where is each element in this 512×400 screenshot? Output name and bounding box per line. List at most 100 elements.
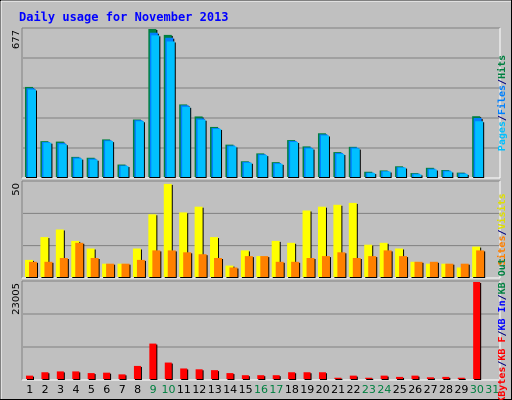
bar-pages-day-28 <box>444 171 453 177</box>
bar-sites-day-30 <box>476 250 485 277</box>
x-tick-day-15: 15 <box>239 383 253 396</box>
bar-sites-day-12 <box>198 254 207 277</box>
panel-1-legend: Sites/Visits <box>496 193 508 265</box>
x-tick-day-2: 2 <box>42 383 49 396</box>
x-tick-day-29: 29 <box>454 383 468 396</box>
x-tick-day-14: 14 <box>223 383 237 396</box>
bar-visits-day-20 <box>317 206 326 277</box>
legend-item: / <box>497 229 508 235</box>
bar-kbf-day-4 <box>72 371 80 379</box>
bar-sites-day-21 <box>337 252 346 277</box>
bar-sites-day-22 <box>352 258 361 277</box>
bar-kbf-day-27 <box>426 377 434 379</box>
x-tick-day-13: 13 <box>208 383 222 396</box>
legend-item: KB Out <box>497 258 508 294</box>
bar-visits-day-13 <box>210 237 219 277</box>
bar-pages-day-30 <box>475 121 484 177</box>
bar-kbf-day-30 <box>473 282 481 379</box>
bar-kbf-day-5 <box>87 373 95 379</box>
bar-sites-day-24 <box>383 250 392 277</box>
bar-sites-day-14 <box>229 267 238 277</box>
legend-item: / <box>497 79 508 85</box>
legend-item: Sites <box>496 236 508 266</box>
x-tick-day-27: 27 <box>424 383 438 396</box>
x-tick-day-19: 19 <box>300 383 314 396</box>
bar-sites-day-11 <box>183 252 192 277</box>
bar-sites-day-13 <box>214 258 223 277</box>
panel-visits-sites: 50 Sites/Visits <box>11 180 508 279</box>
bar-pages-day-2 <box>43 142 52 177</box>
bar-visits-day-22 <box>348 202 357 277</box>
bar-kbf-day-17 <box>272 375 280 379</box>
bar-visits-day-2 <box>40 237 49 277</box>
bar-sites-day-3 <box>59 258 68 277</box>
bar-kbf-day-15 <box>241 375 249 379</box>
x-tick-day-25: 25 <box>393 383 407 396</box>
bar-pages-day-11 <box>182 106 191 177</box>
panel-0-ymax-label: 677 <box>11 30 22 49</box>
bar-sites-day-6 <box>106 263 115 277</box>
legend-item: Hits <box>496 55 508 79</box>
bar-visits-day-3 <box>55 229 64 277</box>
bar-sites-day-28 <box>445 263 454 277</box>
legend-item: Pages <box>497 121 508 151</box>
bar-kbf-day-9 <box>149 343 157 379</box>
bar-kbf-day-19 <box>303 372 311 379</box>
bar-pages-day-29 <box>459 173 468 177</box>
bar-sites-day-9 <box>152 250 161 277</box>
bar-pages-day-12 <box>197 119 206 177</box>
x-tick-day-22: 22 <box>347 383 361 396</box>
bar-visits-day-12 <box>194 206 203 277</box>
x-tick-day-5: 5 <box>88 383 95 396</box>
x-tick-day-16: 16 <box>254 383 268 396</box>
bar-visits-day-19 <box>302 210 311 277</box>
bar-pages-day-10 <box>166 41 175 177</box>
bar-kbf-day-14 <box>226 373 234 379</box>
x-tick-day-28: 28 <box>439 383 453 396</box>
bar-sites-day-27 <box>429 261 438 277</box>
x-tick-day-11: 11 <box>177 383 191 396</box>
bar-sites-day-17 <box>275 261 284 277</box>
bar-visits-day-17 <box>271 240 280 277</box>
panel-0-plot-area <box>22 28 500 178</box>
bar-pages-day-24 <box>382 171 391 177</box>
bar-sites-day-16 <box>260 256 269 277</box>
bar-pages-day-6 <box>105 141 114 177</box>
bar-kbf-day-21 <box>334 377 342 379</box>
x-tick-day-17: 17 <box>269 383 283 396</box>
chart-panels: 677Pages/Files/Hits50Sites/Visits23005KB… <box>11 27 508 400</box>
x-tick-day-7: 7 <box>119 383 126 396</box>
x-tick-day-20: 20 <box>316 383 330 396</box>
bar-kbf-day-1 <box>26 375 33 379</box>
x-tick-day-9: 9 <box>150 383 157 396</box>
bar-pages-day-17 <box>274 163 283 177</box>
x-tick-day-4: 4 <box>72 383 79 396</box>
bar-kbf-day-6 <box>103 372 111 379</box>
legend-item: KB In <box>497 300 508 330</box>
bar-sites-day-2 <box>44 261 53 277</box>
legend-item: / <box>497 330 508 336</box>
bar-sites-day-18 <box>291 261 300 277</box>
bar-sites-day-25 <box>399 256 408 277</box>
bar-kbf-day-7 <box>118 374 126 379</box>
bar-pages-day-7 <box>120 166 129 177</box>
legend-item: / <box>497 115 508 121</box>
bar-visits-day-18 <box>287 242 296 277</box>
bar-pages-day-23 <box>367 173 376 177</box>
panel-2-legend: KBytes/KB F/KB In/KB Out <box>497 258 508 400</box>
x-tick-day-31: 31 <box>485 383 499 396</box>
bar-sites-day-4 <box>75 242 84 277</box>
bar-pages-day-22 <box>351 148 360 177</box>
bar-visits-day-9 <box>148 214 157 277</box>
bar-kbf-day-27-shadow <box>427 378 435 380</box>
x-tick-day-10: 10 <box>161 383 175 396</box>
x-tick-day-3: 3 <box>57 383 64 396</box>
bar-sites-day-26 <box>414 261 423 277</box>
legend-item: / <box>497 294 508 300</box>
x-tick-day-12: 12 <box>192 383 206 396</box>
bar-pages-day-15 <box>243 162 252 177</box>
bar-pages-day-5 <box>89 159 98 177</box>
bar-pages-day-25 <box>398 167 407 177</box>
